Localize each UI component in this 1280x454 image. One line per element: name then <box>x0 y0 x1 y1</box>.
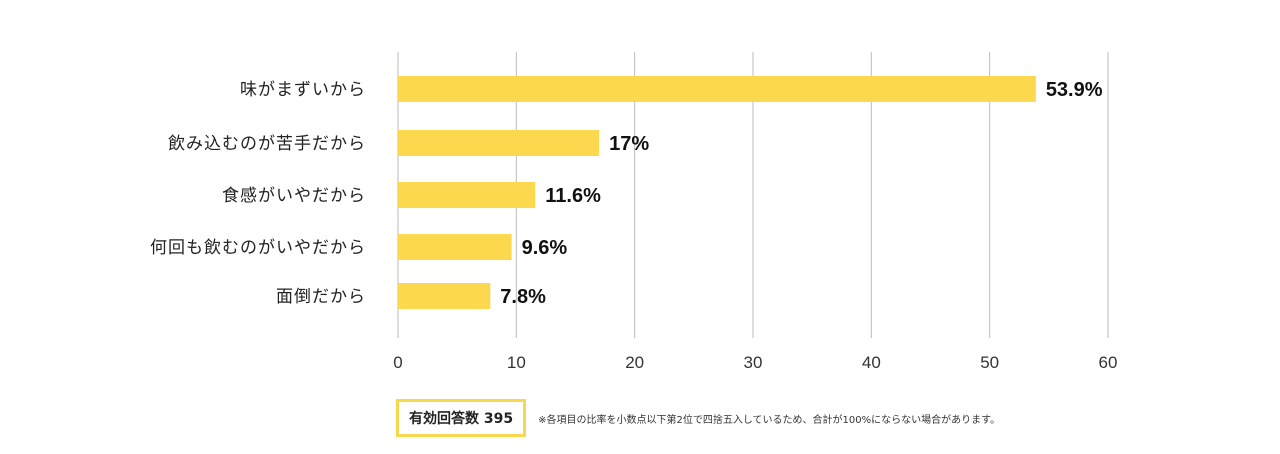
value-labels: 53.9% 17% 11.6% 9.6% 7.8% <box>500 79 1102 308</box>
value-label-5: 7.8% <box>500 286 546 308</box>
category-label-5: 面倒だから <box>276 287 366 307</box>
bar-5 <box>398 283 491 309</box>
chart-footer: 有効回答数 395 ※各項目の比率を小数点以下第2位で四捨五入しているため、合計… <box>396 399 1000 437</box>
x-tick-label-10: 10 <box>507 353 526 372</box>
value-label-3: 11.6% <box>545 185 601 207</box>
category-label-1: 味がまずいから <box>240 80 366 100</box>
x-tick-label-20: 20 <box>625 353 644 372</box>
category-label-4: 何回も飲むのがいやだから <box>150 238 366 258</box>
bar-2 <box>398 130 600 156</box>
x-tick-label-60: 60 <box>1099 353 1118 372</box>
value-label-1: 53.9% <box>1046 79 1103 101</box>
bars <box>398 76 1036 309</box>
rounding-note: ※各項目の比率を小数点以下第2位で四捨五入しているため、合計が100%にならない… <box>538 414 1001 426</box>
category-label-3: 食感がいやだから <box>222 186 366 206</box>
category-labels: 味がまずいから飲み込むのが苦手だから食感がいやだから何回も飲むのがいやだから面倒… <box>150 80 366 307</box>
x-axis-tick-labels: 0 10 20 30 40 50 60 <box>393 353 1117 372</box>
value-label-4: 9.6% <box>522 237 568 259</box>
x-tick-label-0: 0 <box>393 353 402 372</box>
category-label-2: 飲み込むのが苦手だから <box>168 134 366 154</box>
x-tick-label-30: 30 <box>744 353 763 372</box>
x-tick-label-40: 40 <box>862 353 881 372</box>
bar-1 <box>398 76 1036 102</box>
x-tick-label-50: 50 <box>980 353 999 372</box>
value-label-2: 17% <box>609 133 649 155</box>
bar-3 <box>398 182 536 208</box>
bar-4 <box>398 234 512 260</box>
response-count-badge: 有効回答数 395 <box>396 399 527 437</box>
